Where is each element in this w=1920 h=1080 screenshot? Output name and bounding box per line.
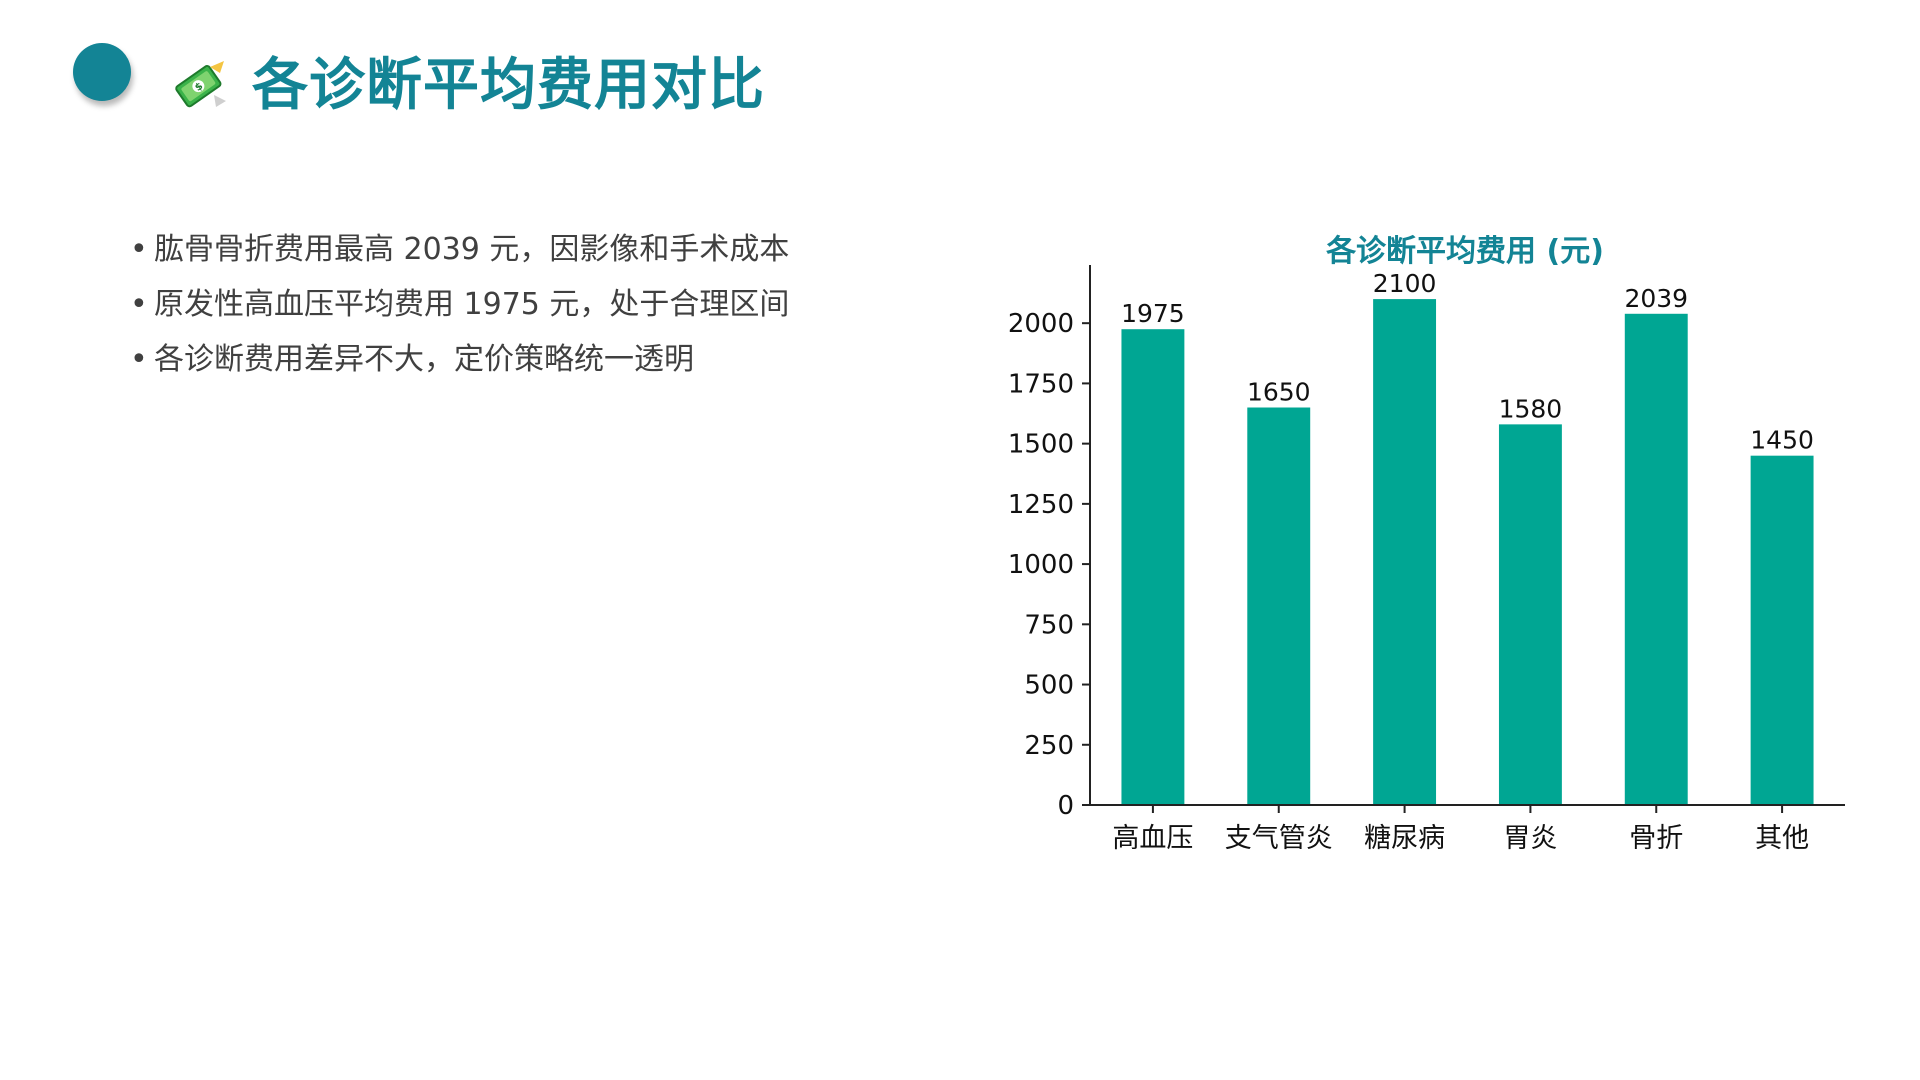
x-tick-label: 胃炎 xyxy=(1503,823,1557,854)
y-tick-label: 1500 xyxy=(1008,430,1074,460)
bullet-item: • 各诊断费用差异不大，定价策略统一透明 xyxy=(130,332,789,387)
x-axis: 高血压 支气管炎 糖尿病 胃炎 骨折 其他 xyxy=(1090,804,1845,854)
x-tick-label: 骨折 xyxy=(1629,823,1683,854)
money-with-wings-icon: $ xyxy=(175,61,226,108)
bullet-text: 肱骨骨折费用最高 2039 元，因影像和手术成本 xyxy=(154,232,790,267)
bar xyxy=(1750,455,1814,805)
chart-title: 各诊断平均费用 (元) xyxy=(1325,234,1604,269)
bar-value-label: 2100 xyxy=(1373,269,1437,298)
bullet-text: 原发性高血压平均费用 1975 元，处于合理区间 xyxy=(154,287,790,322)
bullet-dot: • xyxy=(130,287,148,322)
bar-value-label: 1450 xyxy=(1750,426,1814,455)
bar xyxy=(1247,407,1311,805)
bar-value-label: 1975 xyxy=(1121,299,1185,328)
bullet-item: • 肱骨骨折费用最高 2039 元，因影像和手术成本 xyxy=(130,222,789,277)
bar xyxy=(1624,313,1688,805)
y-tick-label: 250 xyxy=(1024,731,1074,761)
y-tick-label: 1250 xyxy=(1008,490,1074,520)
x-tick-label: 高血压 xyxy=(1112,823,1193,854)
bullet-item: • 原发性高血压平均费用 1975 元，处于合理区间 xyxy=(130,277,789,332)
bar xyxy=(1373,299,1437,805)
bullet-text: 各诊断费用差异不大，定价策略统一透明 xyxy=(154,342,694,377)
bullet-dot: • xyxy=(130,232,148,267)
y-tick-label: 750 xyxy=(1024,610,1074,640)
bullet-dot: • xyxy=(130,342,148,377)
bar xyxy=(1121,329,1185,805)
x-tick-label: 支气管炎 xyxy=(1225,823,1333,854)
bars: 1975 1650 2100 1580 2039 1450 xyxy=(1121,269,1814,805)
x-tick-label: 其他 xyxy=(1755,823,1809,854)
page-title: 各诊断平均费用对比 xyxy=(252,53,765,118)
y-tick-label: 500 xyxy=(1024,671,1074,701)
y-axis: 0 250 500 750 1000 1250 1500 1750 2000 xyxy=(1008,265,1091,821)
x-tick-label: 糖尿病 xyxy=(1364,823,1445,854)
y-tick-label: 1000 xyxy=(1008,550,1074,580)
bar-chart-svg: 各诊断平均费用 (元) 0 250 500 750 1000 1250 1500 1750 20… xyxy=(1008,234,1845,854)
bar-value-label: 2039 xyxy=(1624,284,1688,313)
y-tick-label: 0 xyxy=(1057,791,1074,821)
y-tick-label: 2000 xyxy=(1008,309,1074,339)
bar-value-label: 1580 xyxy=(1499,394,1563,423)
y-tick-label: 1750 xyxy=(1008,369,1074,399)
bullet-list: • 肱骨骨折费用最高 2039 元，因影像和手术成本 • 原发性高血压平均费用 19… xyxy=(130,222,789,387)
bar xyxy=(1498,424,1562,805)
bar-value-label: 1650 xyxy=(1247,378,1311,407)
bar-chart: 各诊断平均费用 (元) 0 250 500 750 1000 1250 1500 1750 20… xyxy=(960,215,1860,875)
header-dot-decoration xyxy=(73,43,131,101)
